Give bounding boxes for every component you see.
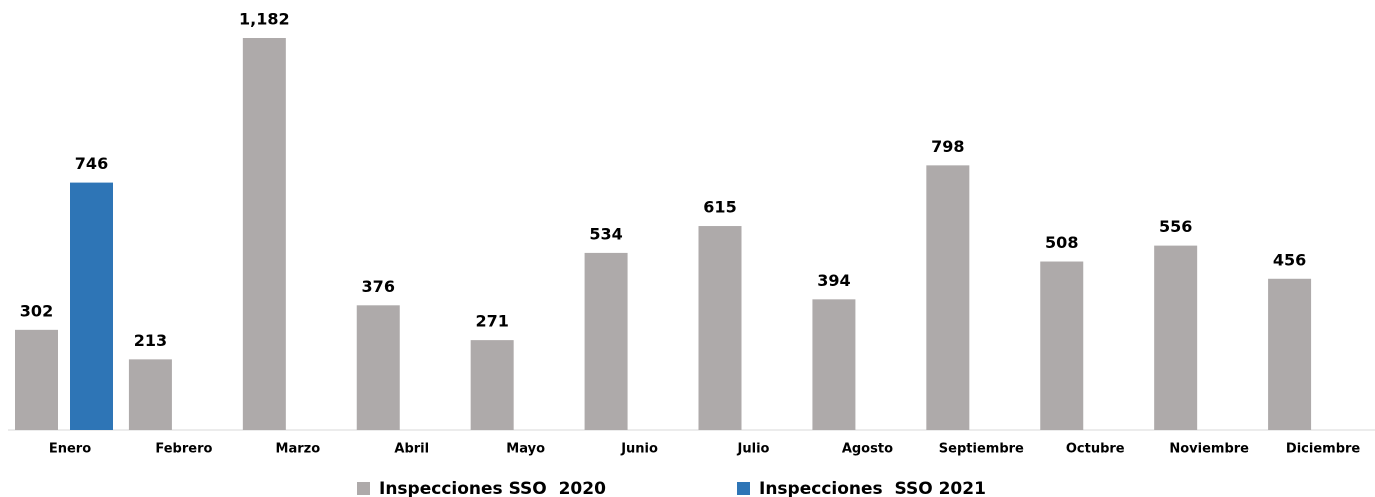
legend-swatch [737, 482, 750, 495]
bar [70, 182, 113, 430]
data-label: 271 [475, 312, 508, 331]
data-label: 556 [1159, 217, 1192, 236]
bar [356, 305, 400, 430]
data-label: 798 [931, 137, 964, 156]
data-label: 394 [817, 271, 850, 290]
data-label: 302 [20, 301, 53, 320]
bar [1040, 261, 1084, 430]
x-tick-label: Abril [394, 442, 429, 457]
bar [15, 329, 58, 430]
legend-label: Inspecciones SSO 2021 [759, 479, 986, 497]
data-label: 376 [362, 277, 395, 296]
x-tick-label: Diciembre [1286, 442, 1360, 457]
data-label: 746 [75, 154, 108, 173]
x-tick-label: Octubre [1066, 442, 1125, 457]
x-tick-label: Agosto [842, 442, 893, 457]
x-tick-label: Marzo [276, 442, 321, 457]
x-tick-label: Febrero [155, 442, 212, 457]
data-label: 1,182 [239, 10, 290, 29]
data-label: 508 [1045, 233, 1078, 252]
data-label: 615 [703, 198, 736, 217]
bar [1268, 278, 1312, 430]
bar [812, 299, 856, 430]
x-tick-label: Mayo [506, 442, 545, 457]
x-tick-label: Julio [737, 442, 770, 457]
x-tick-label: Junio [620, 442, 658, 457]
data-label: 534 [589, 224, 622, 243]
data-label: 213 [134, 331, 167, 350]
bar [1154, 245, 1198, 430]
bar [128, 359, 172, 430]
data-label: 456 [1273, 250, 1306, 269]
bar [698, 226, 742, 430]
bar [242, 38, 286, 430]
x-tick-label: Septiembre [939, 442, 1024, 457]
bar [470, 340, 514, 430]
x-tick-label: Enero [49, 442, 91, 457]
legend-label: Inspecciones SSO 2020 [379, 479, 606, 497]
x-tick-label: Noviembre [1169, 442, 1249, 457]
bar [926, 165, 970, 430]
bar [584, 252, 628, 430]
legend-swatch [357, 482, 370, 495]
